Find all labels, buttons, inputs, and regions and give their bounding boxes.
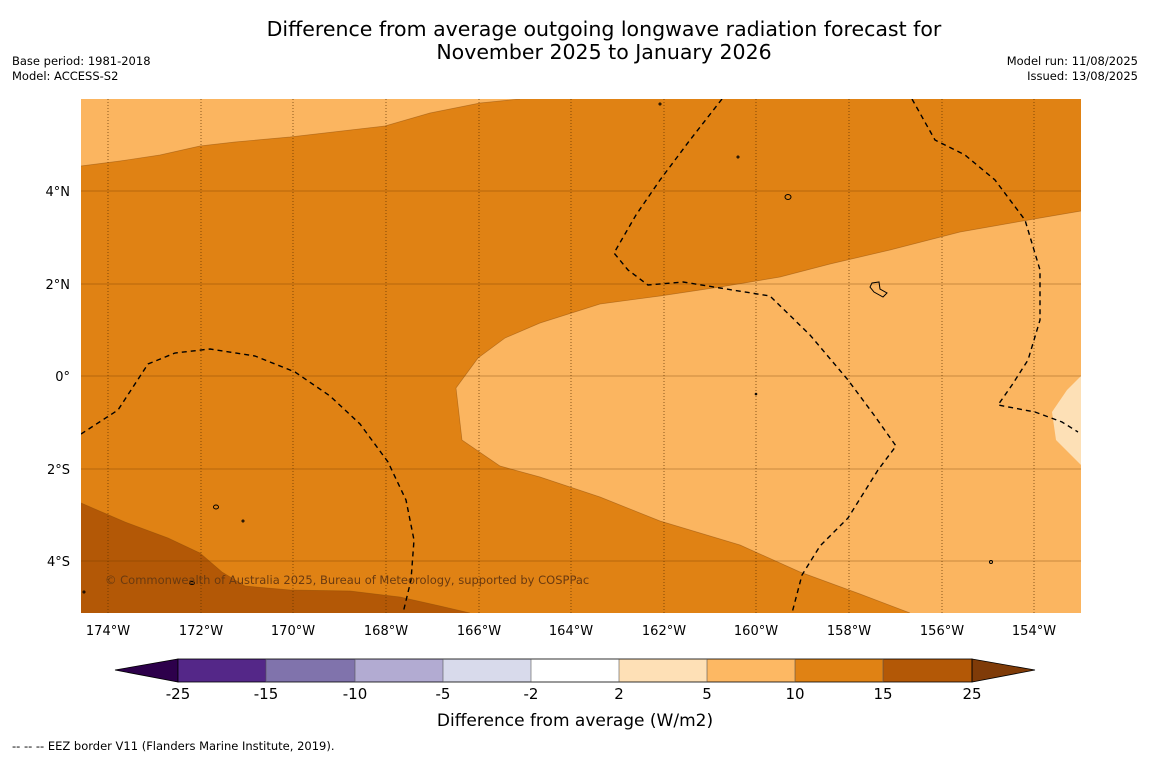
colorbar-tick: -5 xyxy=(436,685,451,703)
lon-label: 160°W xyxy=(734,624,778,639)
colorbar-tick: 15 xyxy=(873,685,892,703)
lon-label: 162°W xyxy=(642,624,686,639)
colorbar-over-arrow xyxy=(971,658,1036,683)
eez-borders xyxy=(81,99,1079,613)
copyright-text: © Commonwealth of Australia 2025, Bureau… xyxy=(105,573,589,587)
lon-label: 164°W xyxy=(549,624,593,639)
colorbar-tick: -25 xyxy=(166,685,191,703)
anomaly-5-10-region-central xyxy=(456,211,1081,613)
title-line-2: November 2025 to January 2026 xyxy=(436,40,772,64)
lat-label: 4°S xyxy=(47,555,70,570)
colorbar-segment xyxy=(355,659,443,682)
chart-title: Difference from average outgoing longwav… xyxy=(0,18,1150,64)
colorbar-tick: -15 xyxy=(254,685,279,703)
colorbar-segment xyxy=(707,659,795,682)
lon-label: 158°W xyxy=(827,624,871,639)
lon-label: 154°W xyxy=(1012,624,1056,639)
lon-label: 174°W xyxy=(86,624,130,639)
colorbar-under-arrow xyxy=(114,658,179,683)
colorbar-segment xyxy=(443,659,531,682)
longitude-labels: 174°W 172°W 170°W 168°W 166°W 164°W 162°… xyxy=(86,624,1056,639)
lat-label: 4°N xyxy=(46,185,71,200)
issued-date-text: Issued: 13/08/2025 xyxy=(1027,69,1138,83)
latitude-labels: 4°N 2°N 0° 2°S 4°S xyxy=(46,185,71,570)
colorbar-tick: 10 xyxy=(785,685,804,703)
lon-label: 168°W xyxy=(364,624,408,639)
colorbar-tick: -10 xyxy=(343,685,368,703)
anomaly-2-5-region xyxy=(1052,376,1081,465)
colorbar-segment xyxy=(178,659,266,682)
islands xyxy=(82,102,993,594)
anomaly-5-10-region-north xyxy=(81,99,520,166)
lat-label: 0° xyxy=(55,370,70,385)
colorbar-segment xyxy=(795,659,883,682)
base-period-text: Base period: 1981-2018 xyxy=(12,54,151,68)
lat-label: 2°N xyxy=(46,278,71,293)
colorbar-label: Difference from average (W/m2) xyxy=(437,711,713,731)
lon-label: 172°W xyxy=(179,624,223,639)
colorbar-tick: 2 xyxy=(614,685,624,703)
run-info: Model run: 11/08/2025 Issued: 13/08/2025 xyxy=(1007,54,1138,84)
map-area xyxy=(81,99,1081,613)
colorbar-tick: -2 xyxy=(524,685,539,703)
lat-label: 2°S xyxy=(47,463,70,478)
lon-label: 166°W xyxy=(457,624,501,639)
contour-lines xyxy=(81,99,1081,613)
graticule-parallels xyxy=(81,190,1081,562)
model-info: Base period: 1981-2018 Model: ACCESS-S2 xyxy=(12,54,151,84)
colorbar-segment xyxy=(266,659,355,682)
model-run-text: Model run: 11/08/2025 xyxy=(1006,54,1138,68)
colorbar-segment xyxy=(883,659,972,682)
colorbar-tick: 25 xyxy=(962,685,981,703)
anomaly-15-25-region xyxy=(81,503,470,613)
colorbar-tick: 5 xyxy=(702,685,712,703)
colorbar-segment xyxy=(619,659,707,682)
colorbar-segment xyxy=(531,659,619,682)
eez-footnote: -- -- -- EEZ border V11 (Flanders Marine… xyxy=(12,739,335,753)
title-line-1: Difference from average outgoing longwav… xyxy=(266,17,942,41)
colorbar: -25 -15 -10 -5 -2 2 5 10 15 25 Differenc… xyxy=(114,658,1036,731)
model-name-text: Model: ACCESS-S2 xyxy=(12,69,119,83)
lon-label: 170°W xyxy=(271,624,315,639)
lon-label: 156°W xyxy=(920,624,964,639)
